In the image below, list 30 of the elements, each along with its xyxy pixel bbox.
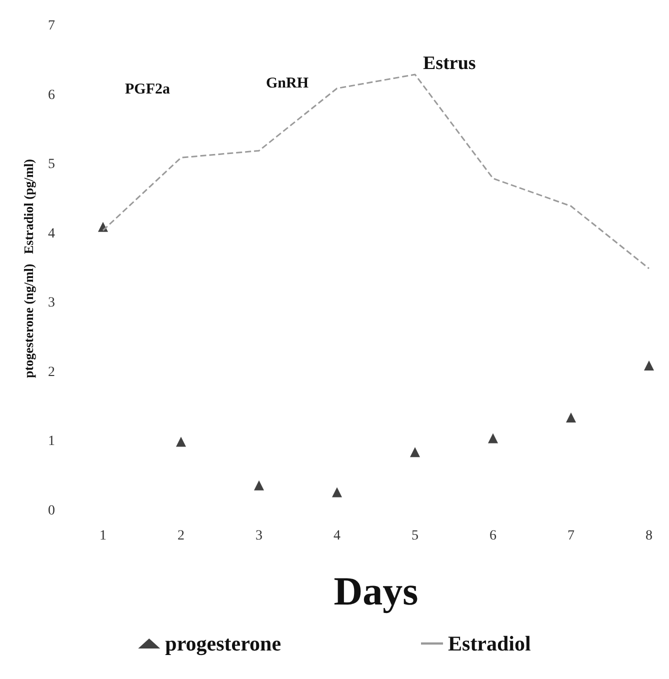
y-tick-label: 4 bbox=[48, 226, 55, 242]
annotation: Estrus bbox=[423, 53, 476, 74]
y-tick-label: 1 bbox=[48, 434, 55, 450]
x-tick-label: 4 bbox=[334, 528, 340, 544]
point bbox=[488, 433, 498, 444]
x-tick-label: 1 bbox=[100, 528, 106, 544]
y-tick-label: 5 bbox=[48, 157, 55, 172]
y-tick-label: 3 bbox=[48, 296, 55, 311]
point bbox=[332, 487, 342, 498]
x-tick-label: 3 bbox=[256, 528, 262, 544]
legend-label: Estradiol bbox=[448, 632, 532, 656]
x-axis-title: Days bbox=[334, 568, 418, 614]
x-tick-label: 7 bbox=[568, 528, 574, 544]
annotation: GnRH bbox=[266, 76, 309, 92]
point bbox=[566, 412, 576, 422]
y-axis-title: ptogesterone (ng/ml) Estradiol (pg/ml) bbox=[21, 159, 36, 378]
x-tick-label: 5 bbox=[412, 528, 418, 544]
y-tick-label: 6 bbox=[48, 88, 55, 103]
point bbox=[254, 480, 264, 490]
point bbox=[410, 447, 420, 458]
y-tick-label: 0 bbox=[48, 504, 55, 518]
point bbox=[176, 436, 186, 447]
y-tick-label: 7 bbox=[48, 18, 55, 34]
legend-label: progesterone bbox=[165, 632, 282, 656]
x-tick-label: 8 bbox=[646, 528, 652, 544]
point bbox=[644, 360, 654, 370]
y-tick-label: 2 bbox=[48, 364, 55, 380]
x-tick-label: 6 bbox=[490, 528, 496, 544]
annotation: PGF2a bbox=[125, 82, 170, 98]
x-tick-label: 2 bbox=[178, 528, 184, 544]
